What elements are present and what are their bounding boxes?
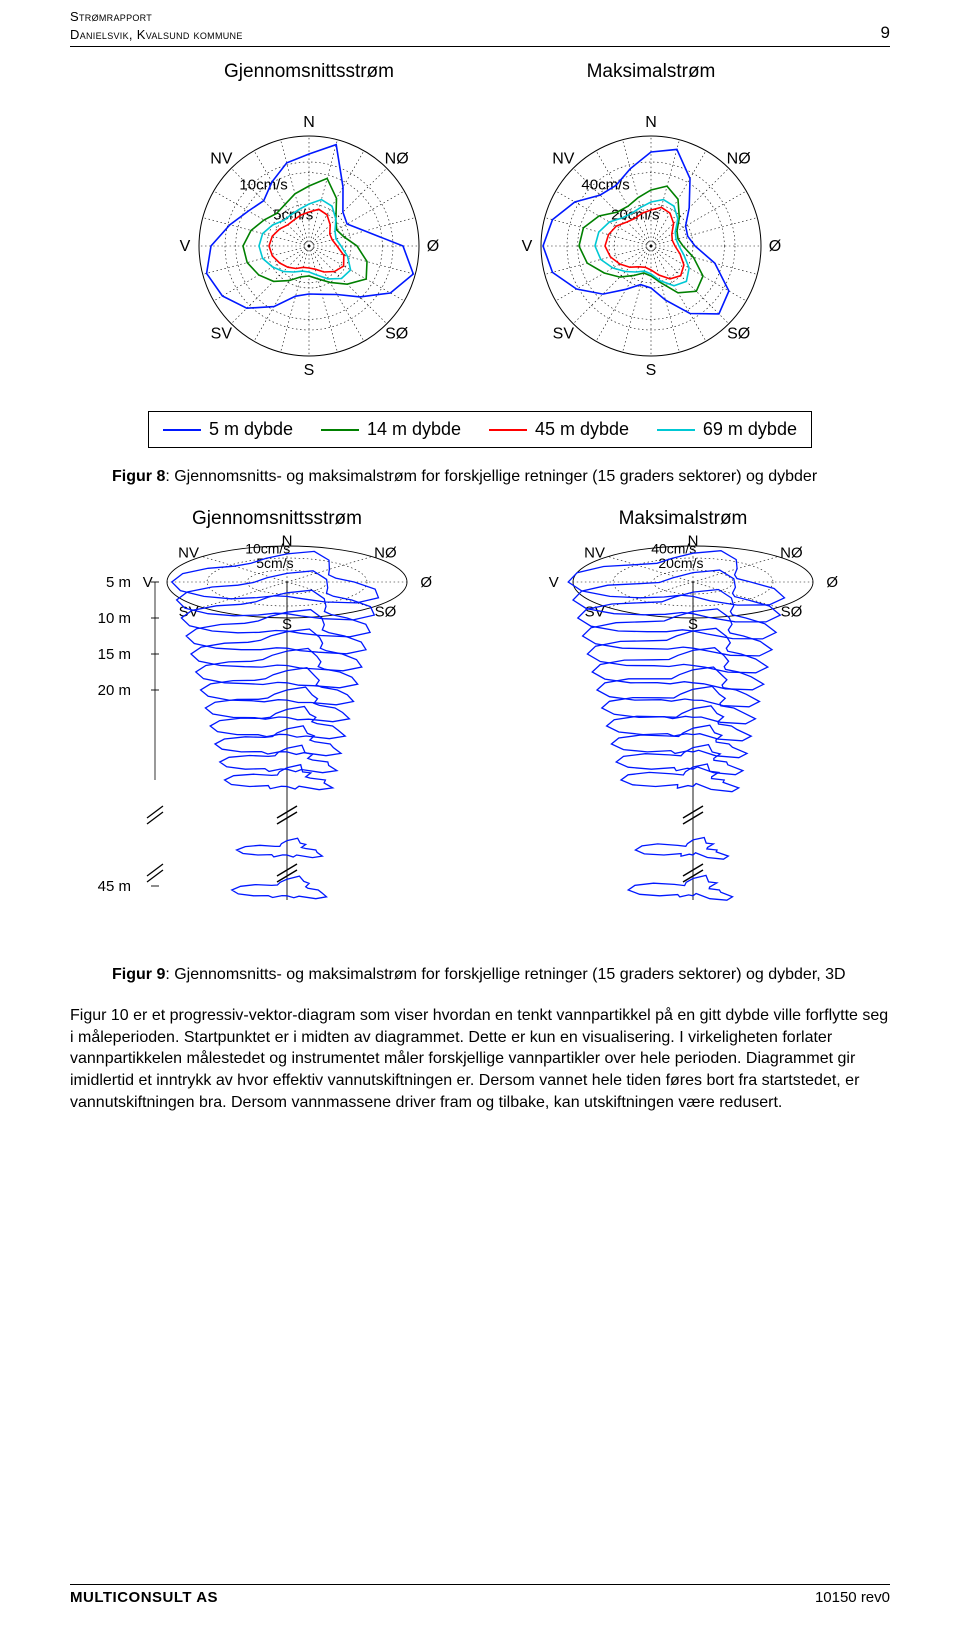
caption-fig8: Figur 8: Gjennomsnitts- og maksimalstrøm… bbox=[112, 466, 848, 488]
svg-text:NV: NV bbox=[552, 150, 575, 167]
svg-text:Ø: Ø bbox=[826, 574, 838, 591]
svg-text:15 m: 15 m bbox=[98, 646, 131, 663]
svg-text:Ø: Ø bbox=[420, 574, 432, 591]
footer-right: 10150 rev0 bbox=[815, 1589, 890, 1606]
caption-fig8-text: : Gjennomsnitts- og maksimalstrøm for fo… bbox=[165, 468, 817, 485]
svg-text:S: S bbox=[304, 362, 315, 379]
three-d-avg-svg: NNØØSØSSVVNV5cm/s10cm/s5 m10 m15 m20 m45… bbox=[77, 534, 477, 954]
svg-text:SØ: SØ bbox=[781, 603, 803, 620]
svg-text:NØ: NØ bbox=[727, 150, 751, 167]
svg-text:V: V bbox=[143, 574, 153, 591]
caption-fig9-text: : Gjennomsnitts- og maksimalstrøm for fo… bbox=[165, 966, 845, 983]
svg-text:V: V bbox=[549, 574, 559, 591]
polar-chart-max: Maksimalstrøm NNØØSØSSVVNV20cm/s40cm/s bbox=[486, 61, 816, 397]
polar-max-svg: NNØØSØSSVVNV20cm/s40cm/s bbox=[486, 87, 816, 397]
polar-chart-avg: Gjennomsnittsstrøm NNØØSØSSVVNV5cm/s10cm… bbox=[144, 61, 474, 397]
three-d-max-svg: NNØØSØSSVVNV20cm/s40cm/s bbox=[483, 534, 883, 954]
svg-text:V: V bbox=[180, 238, 191, 255]
three-d-figure: Gjennomsnittsstrøm NNØØSØSSVVNV5cm/s10cm… bbox=[70, 508, 890, 954]
svg-text:10 m: 10 m bbox=[98, 610, 131, 627]
body-paragraph: Figur 10 er et progressiv-vektor-diagram… bbox=[70, 1005, 890, 1113]
polar-avg-title: Gjennomsnittsstrøm bbox=[144, 61, 474, 83]
svg-text:SØ: SØ bbox=[385, 326, 408, 343]
svg-text:20 m: 20 m bbox=[98, 682, 131, 699]
legend-item: 45 m dybde bbox=[489, 419, 629, 440]
svg-text:20cm/s: 20cm/s bbox=[611, 206, 659, 223]
svg-text:Ø: Ø bbox=[769, 238, 781, 255]
svg-text:20cm/s: 20cm/s bbox=[658, 555, 703, 571]
legend-item: 5 m dybde bbox=[163, 419, 293, 440]
header-left: Strømrapport Danielsvik, Kvalsund kommun… bbox=[70, 8, 243, 43]
legend: 5 m dybde 14 m dybde 45 m dybde 69 m dybde bbox=[148, 411, 812, 448]
page-footer: MULTICONSULT AS 10150 rev0 bbox=[70, 1584, 890, 1606]
page: Strømrapport Danielsvik, Kvalsund kommun… bbox=[0, 0, 960, 1626]
svg-text:NV: NV bbox=[178, 544, 199, 561]
three-d-avg: Gjennomsnittsstrøm NNØØSØSSVVNV5cm/s10cm… bbox=[77, 508, 477, 954]
svg-text:5cm/s: 5cm/s bbox=[256, 555, 293, 571]
svg-text:N: N bbox=[645, 114, 657, 131]
page-number: 9 bbox=[881, 23, 890, 43]
page-header: Strømrapport Danielsvik, Kvalsund kommun… bbox=[70, 8, 890, 47]
footer-left: MULTICONSULT AS bbox=[70, 1589, 218, 1606]
svg-text:S: S bbox=[646, 362, 657, 379]
caption-fig9-bold: Figur 9 bbox=[112, 966, 165, 983]
legend-item: 69 m dybde bbox=[657, 419, 797, 440]
svg-text:NV: NV bbox=[584, 544, 605, 561]
report-subtitle: Danielsvik, Kvalsund kommune bbox=[70, 26, 243, 44]
svg-text:NØ: NØ bbox=[780, 544, 803, 561]
svg-text:SV: SV bbox=[553, 326, 575, 343]
caption-fig8-bold: Figur 8 bbox=[112, 468, 165, 485]
three-d-row: Gjennomsnittsstrøm NNØØSØSSVVNV5cm/s10cm… bbox=[70, 508, 890, 954]
polar-figure-row: Gjennomsnittsstrøm NNØØSØSSVVNV5cm/s10cm… bbox=[70, 61, 890, 397]
svg-text:SØ: SØ bbox=[727, 326, 750, 343]
svg-text:5 m: 5 m bbox=[106, 574, 131, 591]
legend-item: 14 m dybde bbox=[321, 419, 461, 440]
svg-text:NV: NV bbox=[210, 150, 233, 167]
svg-text:NØ: NØ bbox=[385, 150, 409, 167]
svg-text:10cm/s: 10cm/s bbox=[239, 177, 287, 194]
svg-text:SØ: SØ bbox=[375, 603, 397, 620]
svg-text:V: V bbox=[522, 238, 533, 255]
three-d-avg-title: Gjennomsnittsstrøm bbox=[77, 508, 477, 530]
polar-avg-svg: NNØØSØSSVVNV5cm/s10cm/s bbox=[144, 87, 474, 397]
three-d-max: Maksimalstrøm NNØØSØSSVVNV20cm/s40cm/s bbox=[483, 508, 883, 954]
report-title: Strømrapport bbox=[70, 8, 243, 26]
svg-text:SV: SV bbox=[211, 326, 233, 343]
svg-text:NØ: NØ bbox=[374, 544, 397, 561]
svg-text:N: N bbox=[303, 114, 315, 131]
polar-max-title: Maksimalstrøm bbox=[486, 61, 816, 83]
three-d-max-title: Maksimalstrøm bbox=[483, 508, 883, 530]
caption-fig9: Figur 9: Gjennomsnitts- og maksimalstrøm… bbox=[112, 964, 848, 986]
svg-text:45 m: 45 m bbox=[98, 878, 131, 895]
svg-text:Ø: Ø bbox=[427, 238, 439, 255]
